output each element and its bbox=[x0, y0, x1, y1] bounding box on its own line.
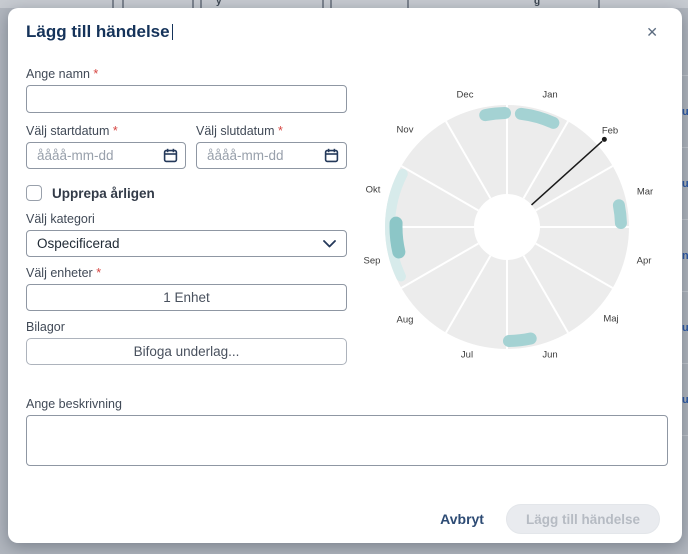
event-highlight-arc bbox=[514, 107, 560, 129]
month-label-sep: Sep bbox=[363, 255, 381, 267]
end-date-group: Välj slutdatum * bbox=[196, 124, 347, 169]
calendar-icon[interactable] bbox=[163, 148, 178, 163]
end-date-input[interactable] bbox=[196, 142, 347, 169]
background-text-fragment: u bbox=[682, 106, 688, 118]
background-text-fragment: y bbox=[216, 0, 222, 7]
chevron-down-icon bbox=[323, 239, 336, 247]
background-divider bbox=[598, 0, 600, 8]
name-field-group: Ange namn * bbox=[26, 67, 347, 113]
attachments-field-group: Bilagor Bifoga underlag... bbox=[26, 320, 347, 365]
month-label-okt: Okt bbox=[365, 184, 381, 196]
background-divider bbox=[112, 0, 114, 8]
units-field-group: Välj enheter * 1 Enhet bbox=[26, 266, 347, 311]
pointer-hand bbox=[531, 140, 603, 206]
sector-divider bbox=[445, 255, 492, 334]
name-label: Ange namn * bbox=[26, 67, 347, 81]
background-row-divider bbox=[682, 75, 688, 76]
background-row-divider bbox=[682, 363, 688, 364]
required-asterisk: * bbox=[96, 266, 102, 280]
month-label-apr: Apr bbox=[636, 255, 652, 267]
date-row: Välj startdatum * Välj slutdatum * bbox=[26, 124, 347, 169]
month-label-dec: Dec bbox=[456, 89, 474, 101]
end-date-label-text: Välj slutdatum bbox=[196, 124, 275, 138]
sector-divider bbox=[535, 242, 614, 289]
units-button[interactable]: 1 Enhet bbox=[26, 284, 347, 311]
repeat-yearly-label: Upprepa årligen bbox=[52, 185, 155, 201]
close-icon[interactable]: ✕ bbox=[646, 24, 658, 40]
dialog-title: Lägg till händelse bbox=[26, 22, 174, 42]
required-asterisk: * bbox=[93, 67, 99, 81]
month-label-mar: Mar bbox=[636, 186, 654, 198]
background-divider bbox=[322, 0, 324, 8]
background-divider bbox=[330, 0, 332, 8]
background-row-divider bbox=[682, 219, 688, 220]
category-select[interactable]: Ospecificerad bbox=[26, 230, 347, 257]
units-label: Välj enheter * bbox=[26, 266, 347, 280]
sector-divider bbox=[522, 255, 569, 334]
category-selected-value: Ospecificerad bbox=[37, 236, 120, 251]
sector-divider bbox=[522, 120, 569, 199]
description-label: Ange beskrivning bbox=[26, 397, 122, 411]
wheel-hole bbox=[474, 194, 540, 260]
month-label-nov: Nov bbox=[396, 124, 414, 136]
checkbox-box[interactable] bbox=[26, 185, 42, 201]
dialog-footer: Avbryt Lägg till händelse bbox=[440, 504, 660, 534]
background-text-fragment: u bbox=[682, 322, 688, 334]
start-date-group: Välj startdatum * bbox=[26, 124, 186, 169]
sector-divider bbox=[400, 242, 479, 289]
sector-divider bbox=[445, 120, 492, 199]
background-row-divider bbox=[682, 291, 688, 292]
event-highlight-arc bbox=[389, 216, 406, 259]
month-label-jun: Jun bbox=[542, 349, 558, 361]
name-label-text: Ange namn bbox=[26, 67, 90, 81]
required-asterisk: * bbox=[112, 124, 118, 138]
description-textarea[interactable] bbox=[26, 415, 668, 466]
calendar-icon[interactable] bbox=[324, 148, 339, 163]
start-date-input[interactable] bbox=[26, 142, 186, 169]
month-label-jul: Jul bbox=[460, 349, 474, 361]
category-label: Välj kategori bbox=[26, 212, 95, 226]
background-divider bbox=[122, 0, 124, 8]
month-wheel-svg bbox=[385, 105, 629, 349]
start-date-label-text: Välj startdatum bbox=[26, 124, 110, 138]
sector-divider bbox=[535, 165, 614, 212]
submit-button[interactable]: Lägg till händelse bbox=[505, 504, 660, 534]
background-divider bbox=[192, 0, 194, 8]
background-row-divider bbox=[682, 435, 688, 436]
cancel-button[interactable]: Avbryt bbox=[440, 511, 484, 527]
start-date-label: Välj startdatum * bbox=[26, 124, 186, 138]
dialog-title-text: Lägg till händelse bbox=[26, 22, 170, 41]
background-text-fragment: u bbox=[682, 178, 688, 190]
month-wheel-chart: Jan Feb Mar Apr Maj Jun Jul Aug Sep Okt Nov Dec bbox=[360, 85, 670, 385]
background-divider bbox=[200, 0, 202, 8]
name-input[interactable] bbox=[26, 85, 347, 113]
attachments-label: Bilagor bbox=[26, 320, 65, 334]
month-label-aug: Aug bbox=[396, 314, 414, 326]
pointer-dot bbox=[601, 136, 607, 142]
background-text-fragment: ng bbox=[682, 250, 688, 262]
units-label-text: Välj enheter bbox=[26, 266, 93, 280]
required-asterisk: * bbox=[278, 124, 283, 138]
end-date-label: Välj slutdatum * bbox=[196, 124, 347, 138]
month-label-maj: Maj bbox=[603, 313, 619, 325]
event-highlight-arc bbox=[612, 199, 627, 230]
background-page-right: u u ng u u bbox=[682, 8, 688, 554]
text-caret bbox=[171, 24, 174, 40]
background-text-fragment: u bbox=[682, 394, 688, 406]
sector-divider bbox=[400, 165, 479, 212]
repeat-yearly-checkbox-row[interactable]: Upprepa årligen bbox=[26, 185, 347, 201]
background-page-top: y g bbox=[0, 0, 688, 8]
event-highlight-arc bbox=[479, 107, 512, 122]
month-label-feb: Feb bbox=[601, 125, 619, 137]
event-highlight-arc bbox=[502, 332, 537, 347]
background-text-fragment: g bbox=[534, 0, 541, 7]
background-divider bbox=[407, 0, 409, 8]
category-field-group: Välj kategori Ospecificerad bbox=[26, 212, 347, 257]
description-field-group: Ange beskrivning bbox=[26, 397, 668, 471]
add-event-dialog: ✕ Lägg till händelse Ange namn * Välj st… bbox=[8, 8, 682, 543]
attach-file-button[interactable]: Bifoga underlag... bbox=[26, 338, 347, 365]
background-row-divider bbox=[682, 147, 688, 148]
month-label-jan: Jan bbox=[542, 89, 558, 101]
